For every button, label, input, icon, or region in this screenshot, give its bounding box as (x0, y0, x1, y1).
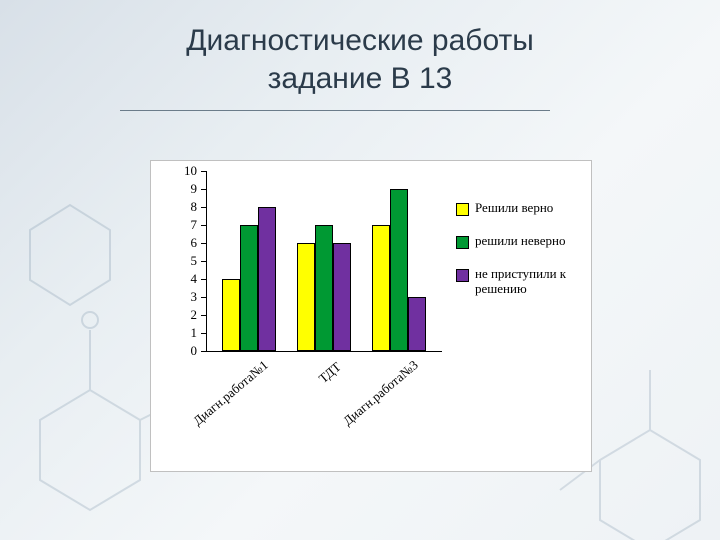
legend-label: Решили верно (475, 201, 553, 216)
y-tick (201, 333, 207, 334)
y-tick-label: 10 (184, 163, 197, 179)
y-tick-label: 2 (191, 307, 198, 323)
x-category-label: Диагн.работа№3 (340, 359, 419, 429)
bar (333, 243, 351, 351)
legend-swatch (456, 236, 469, 249)
y-tick-label: 4 (191, 271, 198, 287)
y-tick (201, 189, 207, 190)
legend-swatch (456, 269, 469, 282)
legend-swatch (456, 203, 469, 216)
x-category-label: ТДТ (265, 359, 344, 429)
x-category-label: Диагн.работа№1 (190, 359, 269, 429)
y-tick (201, 261, 207, 262)
y-tick (201, 243, 207, 244)
y-tick (201, 171, 207, 172)
chart-container: 0 1 2 3 4 5 6 7 8 9 10 Диагн.работа№1ТДТДиагн.работ… (150, 160, 592, 472)
y-tick-label: 9 (191, 181, 198, 197)
y-tick (201, 315, 207, 316)
bar (408, 297, 426, 351)
slide-title: Диагностические работы задание В 13 (0, 22, 720, 97)
bar (372, 225, 390, 351)
bar (297, 243, 315, 351)
y-tick (201, 225, 207, 226)
y-tick-label: 0 (191, 343, 198, 359)
bar (222, 279, 240, 351)
bar (315, 225, 333, 351)
y-tick-label: 5 (191, 253, 198, 269)
y-tick-label: 7 (191, 217, 198, 233)
slide: Диагностические работы задание В 13 0 1 2 3… (0, 0, 720, 540)
y-tick-label: 6 (191, 235, 198, 251)
y-tick-label: 8 (191, 199, 198, 215)
y-tick-label: 3 (191, 289, 198, 305)
bar-chart-plot: 012345678910Диагн.работа№1ТДТДиагн.работ… (206, 171, 442, 352)
y-tick (201, 297, 207, 298)
legend-label: решили неверно (475, 234, 565, 249)
legend-item: не приступили к решению (456, 267, 581, 297)
legend-item: решили неверно (456, 234, 581, 249)
y-tick-label: 1 (191, 325, 198, 341)
bar (390, 189, 408, 351)
bar (258, 207, 276, 351)
legend-item: Решили верно (456, 201, 581, 216)
legend-label: не приступили к решению (475, 267, 581, 297)
title-line-2: задание В 13 (268, 62, 453, 95)
bar (240, 225, 258, 351)
y-tick (201, 279, 207, 280)
title-underline (120, 110, 550, 111)
chart-legend: Решили верно решили неверно не приступили … (456, 201, 581, 315)
y-tick (201, 207, 207, 208)
title-line-1: Диагностические работы (186, 24, 534, 57)
y-tick (201, 351, 207, 352)
